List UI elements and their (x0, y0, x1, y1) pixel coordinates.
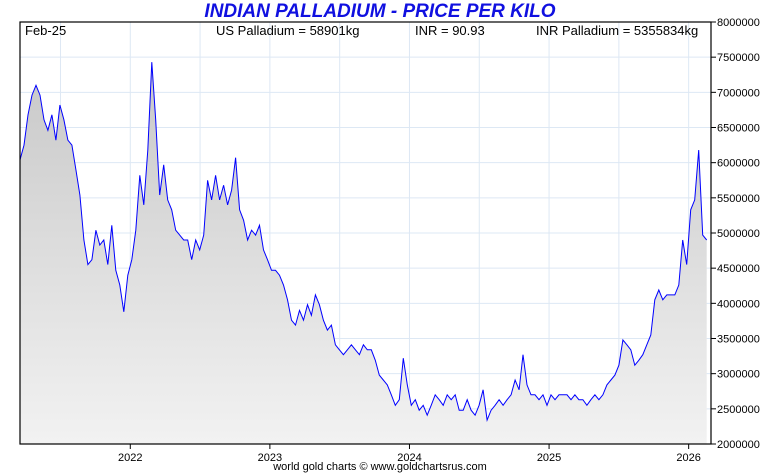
x-tick-label: 2024 (397, 452, 421, 464)
price-line (19, 62, 708, 423)
header-us-palladium: US Palladium = 58901kg (216, 23, 360, 38)
x-tick-label: 2022 (118, 452, 142, 464)
y-tick-label: 7500000 (717, 52, 760, 64)
y-tick-label: 2000000 (717, 439, 760, 451)
y-tick-label: 4000000 (717, 298, 760, 310)
y-tick-label: 6500000 (717, 123, 760, 135)
y-tick-label: 5500000 (717, 193, 760, 205)
x-tick-label: 2025 (537, 452, 561, 464)
y-tick-label: 5000000 (717, 228, 760, 240)
y-tick-label: 8000000 (717, 17, 760, 29)
footer-credit: world gold charts © www.goldchartsrus.co… (273, 461, 487, 473)
header-date: Feb-25 (25, 23, 67, 38)
y-tick-label: 2500000 (717, 404, 760, 416)
header-inr-rate: INR = 90.93 (415, 23, 485, 38)
y-tick-label: 3500000 (717, 334, 760, 346)
chart-title: INDIAN PALLADIUM - PRICE PER KILO (204, 1, 556, 22)
price-area-fill (20, 62, 707, 444)
y-tick-label: 3000000 (717, 369, 760, 381)
x-tick-label: 2023 (258, 452, 282, 464)
header-inr-palladium: INR Palladium = 5355834kg (536, 23, 699, 38)
x-tick-label: 2026 (676, 452, 700, 464)
y-tick-label: 7000000 (717, 87, 760, 99)
y-tick-label: 6000000 (717, 158, 760, 170)
y-tick-label: 4500000 (717, 263, 760, 275)
